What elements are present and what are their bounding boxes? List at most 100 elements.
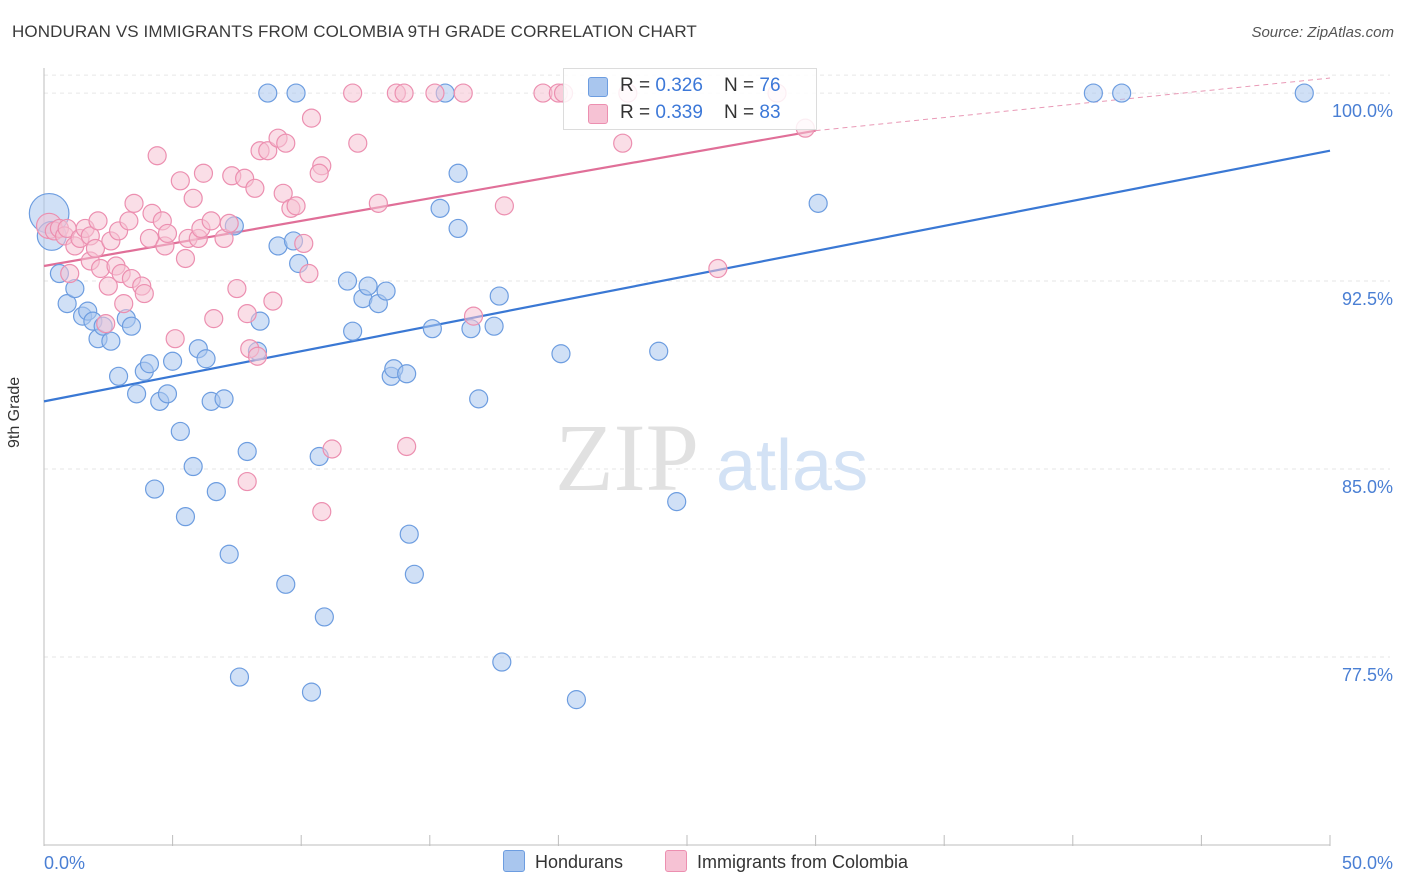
hondurans-point — [469, 389, 489, 409]
hondurans-point — [214, 389, 234, 409]
colombia-point — [139, 228, 160, 249]
hondurans-point — [492, 652, 512, 672]
watermark: ZIP atlas — [555, 404, 868, 511]
y-axis-label: 9th Grade — [6, 376, 23, 448]
hondurans-point — [376, 281, 396, 301]
colombia-point — [299, 263, 319, 284]
hondurans-point — [399, 524, 419, 544]
hondurans-point — [126, 384, 147, 404]
hondurans-point — [139, 354, 160, 374]
legend-r-label: R = — [620, 102, 656, 123]
bottom-legend-colombia: Immigrants from Colombia — [665, 850, 908, 873]
colombia-point — [247, 346, 268, 366]
colombia-point — [165, 329, 185, 349]
colombia-point — [227, 278, 247, 299]
hondurans-point — [397, 364, 417, 384]
colombia-point — [60, 263, 80, 284]
y-tick-labels: 100.0% 92.5% 85.0% 77.5% — [1332, 101, 1393, 685]
colombia-point — [708, 258, 728, 279]
hondurans-point — [170, 421, 190, 442]
legend-r-value: 0.326 — [655, 75, 703, 96]
colombia-point — [85, 238, 106, 259]
source-label: Source: ZipAtlas.com — [1251, 24, 1394, 41]
hondurans-point — [566, 690, 587, 710]
colombia-point — [463, 306, 484, 326]
correlation-legend: R = 0.326 N = 76 R = 0.339 N = 83 — [563, 68, 817, 130]
hondurans-point — [1294, 83, 1314, 103]
colombia-point — [368, 193, 388, 213]
colombia-point — [114, 294, 134, 314]
colombia-point — [425, 83, 445, 103]
colombia-point — [453, 83, 473, 103]
legend-swatch-blue — [588, 77, 608, 97]
colombia-point — [397, 436, 417, 457]
hondurans-point — [1112, 83, 1132, 103]
hondurans-point — [301, 682, 322, 702]
colombia-point — [237, 304, 257, 324]
colombia-point — [494, 196, 514, 216]
hondurans-point — [404, 564, 424, 584]
hondurans-point — [667, 492, 687, 512]
colombia-point — [119, 211, 139, 231]
colombia-point — [157, 223, 178, 244]
hondurans-point — [144, 479, 165, 499]
hondurans-point — [237, 441, 257, 462]
legend-swatch-pink — [588, 104, 608, 124]
hondurans-point — [276, 574, 296, 594]
colombia-point — [124, 193, 144, 213]
colombia-point — [294, 233, 314, 254]
bottom-legend-hondurans: Hondurans — [503, 850, 623, 873]
colombia-trend-extension — [815, 77, 1331, 132]
colombia-point — [134, 283, 154, 304]
y-tick-label: 85.0% — [1342, 477, 1393, 497]
colombia-point — [147, 146, 167, 166]
hondurans-point — [808, 193, 828, 213]
colombia-point — [258, 141, 278, 161]
hondurans-point — [551, 344, 571, 364]
hondurans-point — [1083, 83, 1103, 103]
legend-n-value: 76 — [759, 75, 781, 96]
x-tick-label-left: 0.0% — [44, 853, 85, 873]
colombia-point — [322, 439, 342, 459]
hondurans-point — [121, 316, 142, 336]
legend-n-value: 83 — [759, 102, 781, 123]
colombia-point — [193, 163, 214, 183]
colombia-point — [309, 163, 329, 183]
hondurans-point — [108, 366, 129, 386]
hondurans-point — [337, 271, 358, 291]
hondurans-point — [206, 481, 226, 502]
hondurans-trend-line — [43, 149, 1331, 403]
bottom-legend-label: Immigrants from Colombia — [697, 852, 909, 872]
hondurans-point — [448, 163, 468, 183]
hondurans-point — [448, 218, 468, 239]
colombia-point — [201, 211, 221, 231]
colombia-point — [237, 471, 257, 492]
colombia-points — [35, 83, 815, 522]
hondurans-point — [286, 83, 306, 103]
bottom-legend-swatch-blue — [503, 850, 525, 872]
hondurans-point — [489, 286, 509, 306]
hondurans-point — [157, 384, 178, 404]
colombia-point — [276, 133, 296, 153]
hondurans-point — [183, 456, 203, 477]
colombia-point — [312, 502, 332, 522]
hondurans-point — [484, 316, 504, 336]
legend-r-value: 0.339 — [655, 102, 703, 123]
bottom-legend-swatch-pink — [665, 850, 687, 872]
colombia-point — [245, 178, 265, 198]
colombia-point — [96, 314, 116, 334]
x-tick-label-right: 50.0% — [1342, 853, 1393, 873]
hondurans-point — [258, 83, 278, 103]
chart-title: HONDURAN VS IMMIGRANTS FROM COLOMBIA 9TH… — [12, 22, 697, 41]
hondurans-point — [219, 544, 239, 564]
hondurans-point — [358, 276, 378, 296]
colombia-point — [286, 196, 306, 216]
colombia-point — [219, 213, 239, 233]
hondurans-point — [314, 607, 334, 627]
colombia-point — [183, 188, 203, 208]
legend-n-label: N = — [724, 102, 760, 123]
colombia-point — [394, 83, 414, 103]
hondurans-points — [28, 83, 1314, 710]
hondurans-point — [57, 294, 77, 314]
